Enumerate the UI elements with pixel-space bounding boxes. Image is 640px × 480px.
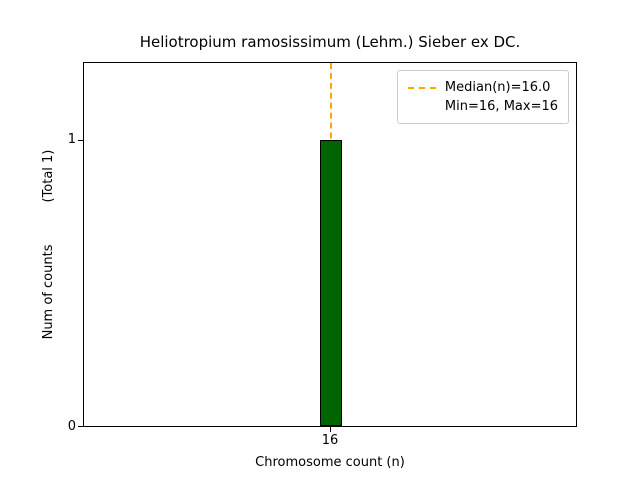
- dashed-line-icon: [407, 86, 436, 89]
- chart-title: Heliotropium ramosissimum (Lehm.) Sieber…: [139, 33, 521, 51]
- y-tick-mark-1: [78, 140, 83, 141]
- bar: [320, 140, 342, 426]
- y-axis-label-wrap: Num of counts (Total 1): [38, 62, 58, 427]
- legend-label-median: Median(n)=16.0: [444, 80, 551, 95]
- y-axis-label: Num of counts (Total 1): [38, 62, 58, 427]
- plot-area: Median(n)=16.0 Min=16, Max=16: [83, 62, 577, 427]
- legend-label-minmax: Min=16, Max=16: [444, 99, 558, 114]
- y-axis-label-text: Num of counts: [40, 244, 56, 340]
- y-tick-label-1: 1: [67, 132, 76, 147]
- legend-row-median: Median(n)=16.0: [407, 78, 558, 97]
- y-tick-label-0: 0: [67, 419, 76, 434]
- y-tick-mark-0: [78, 426, 83, 427]
- legend-row-minmax: Min=16, Max=16: [408, 97, 558, 116]
- y-axis-total-text: (Total 1): [40, 149, 56, 203]
- legend: Median(n)=16.0 Min=16, Max=16: [396, 70, 569, 124]
- x-tick-mark-16: [330, 427, 331, 432]
- x-axis-label: Chromosome count (n): [255, 455, 405, 470]
- x-tick-label-16: 16: [321, 433, 339, 448]
